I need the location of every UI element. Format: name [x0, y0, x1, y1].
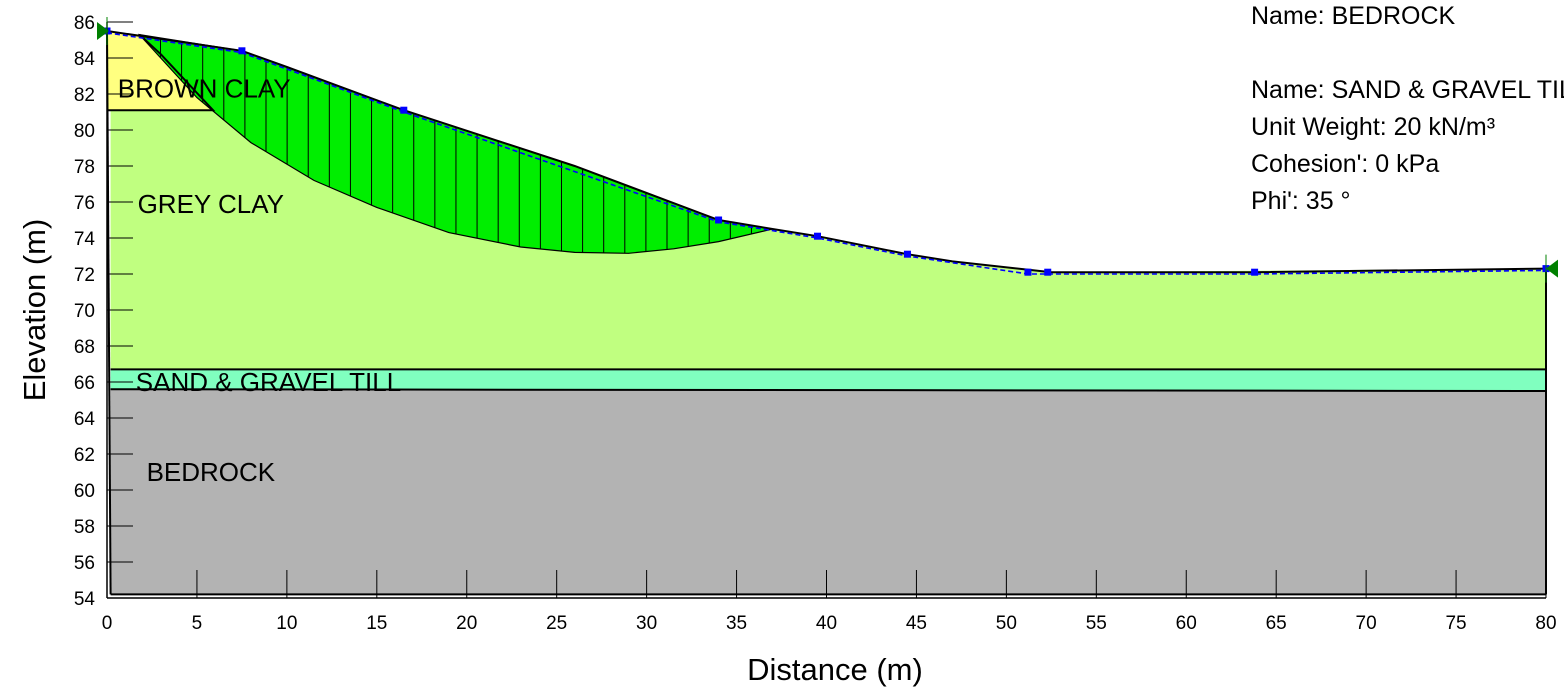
- x-tick-label: 65: [1266, 613, 1287, 634]
- info-line: Cohesion': 0 kPa: [1251, 150, 1439, 178]
- y-tick-label: 62: [74, 445, 95, 466]
- brown-clay-boundary: [107, 33, 216, 112]
- y-tick-label: 60: [74, 481, 95, 502]
- y-tick-label: 68: [74, 337, 95, 358]
- x-tick-label: 20: [456, 613, 477, 634]
- y-tick-label: 64: [74, 409, 96, 430]
- region-sand-gravel-till: [110, 369, 1547, 391]
- material-info-panel: Name: BEDROCK Name: SAND & GRAVEL TILL Uni…: [1251, 2, 1564, 215]
- region-labels: BEDROCK SAND & GRAVEL TILL GREY CLAY BROWN …: [118, 74, 401, 487]
- bedrock-top-boundary: [110, 388, 1547, 392]
- label-grey-clay: GREY CLAY: [138, 189, 284, 219]
- label-sand-gravel-till: SAND & GRAVEL TILL: [136, 367, 401, 397]
- ground-surface-line: [106, 30, 1547, 274]
- y-tick-label: 58: [74, 517, 95, 538]
- info-line: Phi': 35 °: [1251, 187, 1351, 215]
- info-line: Name: BEDROCK: [1251, 2, 1456, 30]
- label-bedrock: BEDROCK: [147, 457, 276, 487]
- y-tick-label: 66: [74, 373, 95, 394]
- piezometric-point: [715, 216, 723, 224]
- x-tick-label: 25: [546, 613, 567, 634]
- y-tick-label: 72: [74, 265, 95, 286]
- water-table-line: [106, 32, 1547, 275]
- y-tick-label: 86: [74, 13, 95, 34]
- y-tick-label: 76: [74, 193, 95, 214]
- piezometric-point: [903, 250, 911, 258]
- x-tick-label: 10: [276, 613, 297, 634]
- axes: 54 56 58 60 62 64 66 68 70 72 74 76 78 80 82 84 86 0 5 10 15…: [74, 13, 1557, 634]
- slip-slices: [159, 38, 752, 254]
- x-tick-label: 45: [906, 613, 927, 634]
- x-tick-label: 80: [1535, 613, 1556, 634]
- support-marker: [97, 22, 109, 40]
- piezometric-point: [1251, 268, 1259, 276]
- x-tick-label: 5: [192, 613, 203, 634]
- region-brown-clay: [107, 31, 214, 111]
- y-tick-label: 56: [74, 553, 95, 574]
- y-tick-label: 70: [74, 301, 95, 322]
- y-tick-label: 54: [74, 589, 96, 610]
- y-tick-label: 80: [74, 121, 95, 142]
- piezometric-point: [1044, 268, 1052, 276]
- region-bedrock: [110, 389, 1547, 595]
- y-tick-label: 82: [74, 85, 95, 106]
- support-marker: [1546, 259, 1558, 278]
- x-tick-label: 0: [102, 613, 113, 634]
- y-tick-label: 84: [74, 49, 96, 70]
- x-tick-label: 50: [996, 613, 1017, 634]
- piezometric-point: [400, 106, 408, 114]
- x-axis-title: Distance (m): [747, 652, 923, 687]
- region-grey-clay: [110, 34, 1547, 370]
- x-tick-label: 40: [816, 613, 837, 634]
- soil-regions: [107, 31, 1547, 595]
- info-line: Name: SAND & GRAVEL TILL: [1251, 76, 1564, 104]
- piezometric-point: [238, 47, 246, 55]
- x-tick-label: 15: [366, 613, 387, 634]
- y-tick-label: 74: [74, 229, 96, 250]
- piezometric-point: [1024, 268, 1032, 276]
- x-tick-label: 60: [1176, 613, 1197, 634]
- y-axis-title: Elevation (m): [17, 219, 52, 402]
- support-markers: [97, 17, 1558, 283]
- info-line: Unit Weight: 20 kN/m³: [1251, 113, 1495, 141]
- piezometric-point: [814, 232, 822, 240]
- x-tick-label: 75: [1445, 613, 1466, 634]
- label-brown-clay: BROWN CLAY: [118, 74, 291, 104]
- x-tick-label: 30: [636, 613, 657, 634]
- y-tick-label: 78: [74, 157, 95, 178]
- material-boundaries: [106, 30, 1547, 596]
- x-tick-label: 55: [1086, 613, 1107, 634]
- x-tick-label: 35: [726, 613, 747, 634]
- x-tick-label: 70: [1356, 613, 1377, 634]
